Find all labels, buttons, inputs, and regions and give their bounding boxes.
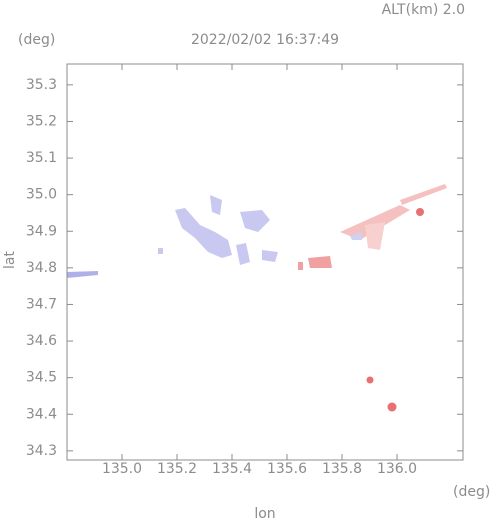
x-tick-label: 135.2	[157, 461, 197, 477]
y-tick-label: 34.8	[26, 260, 57, 276]
x-tick-label: 136.0	[377, 461, 417, 477]
echo	[365, 222, 385, 250]
echo	[400, 184, 447, 205]
y-tick-label: 35.0	[26, 187, 57, 203]
echo	[340, 205, 410, 240]
echo	[175, 208, 232, 258]
echo	[308, 256, 332, 268]
y-tick-label: 35.2	[26, 113, 57, 129]
y-tick-label: 34.6	[26, 333, 57, 349]
x-tick-label: 135.8	[322, 461, 362, 477]
x-unit: (deg)	[453, 484, 490, 500]
echo	[158, 248, 163, 254]
y-tick-label: 35.1	[26, 150, 57, 166]
y-tick-label: 34.7	[26, 296, 57, 312]
y-tick-label: 34.9	[26, 223, 57, 239]
echo	[366, 376, 374, 384]
altitude-annotation: ALT(km) 2.0	[382, 2, 465, 18]
radar-echoes	[67, 184, 447, 412]
echo	[262, 250, 278, 262]
x-tick-label: 135.6	[267, 461, 307, 477]
y-unit: (deg)	[18, 32, 55, 48]
x-tick-label: 135.4	[212, 461, 252, 477]
x-tick-label: 135.0	[102, 461, 142, 477]
y-tick-label: 34.3	[26, 443, 57, 459]
echo	[298, 262, 303, 270]
y-tick-label: 35.3	[26, 77, 57, 93]
y-tick-label: 34.4	[26, 406, 57, 422]
echo	[240, 210, 270, 232]
echo	[387, 402, 397, 412]
echo	[236, 243, 250, 265]
y-axis-label: lat	[2, 251, 18, 269]
plot-frame	[66, 63, 464, 461]
x-axis-label: lon	[254, 506, 275, 521]
echo	[416, 208, 424, 216]
echo	[67, 271, 98, 278]
chart-title: 2022/02/02 16:37:49	[191, 32, 339, 48]
y-tick-label: 34.5	[26, 370, 57, 386]
echo	[350, 232, 362, 240]
echo	[210, 195, 222, 215]
